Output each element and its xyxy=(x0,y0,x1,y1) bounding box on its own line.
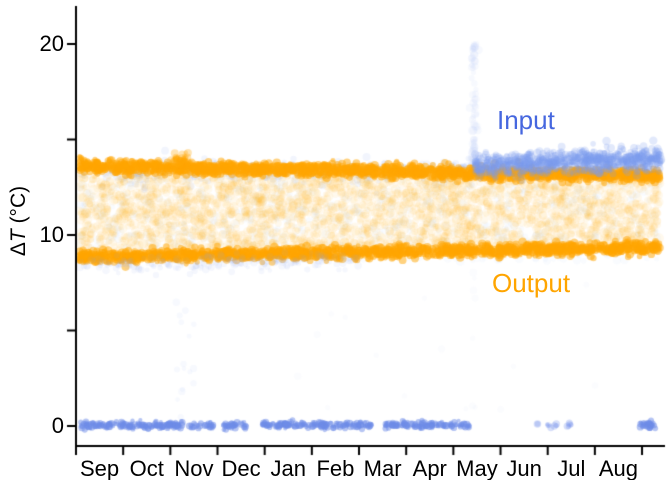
x-tick-label-jan: Jan xyxy=(270,456,306,480)
x-tick-label-sep: Sep xyxy=(80,456,120,480)
x-tick-label-dec: Dec xyxy=(221,456,261,480)
x-tick-label-feb: Feb xyxy=(316,456,355,480)
input-series-label: Input xyxy=(497,105,555,135)
x-tick-label-aug: Aug xyxy=(598,456,639,480)
x-tick-label-jul: Jul xyxy=(557,456,586,480)
x-tick-label-may: May xyxy=(456,456,498,480)
y-tick-label-20: 20 xyxy=(39,31,64,56)
output-series-label: Output xyxy=(492,268,571,298)
y-tick-label-0: 0 xyxy=(51,413,64,438)
y-tick-label-10: 10 xyxy=(39,222,64,247)
x-tick-label-apr: Apr xyxy=(412,456,447,480)
x-tick-label-oct: Oct xyxy=(129,456,164,480)
x-tick-label-jun: Jun xyxy=(506,456,542,480)
x-tick-label-nov: Nov xyxy=(174,456,214,480)
x-tick-label-mar: Mar xyxy=(363,456,402,480)
